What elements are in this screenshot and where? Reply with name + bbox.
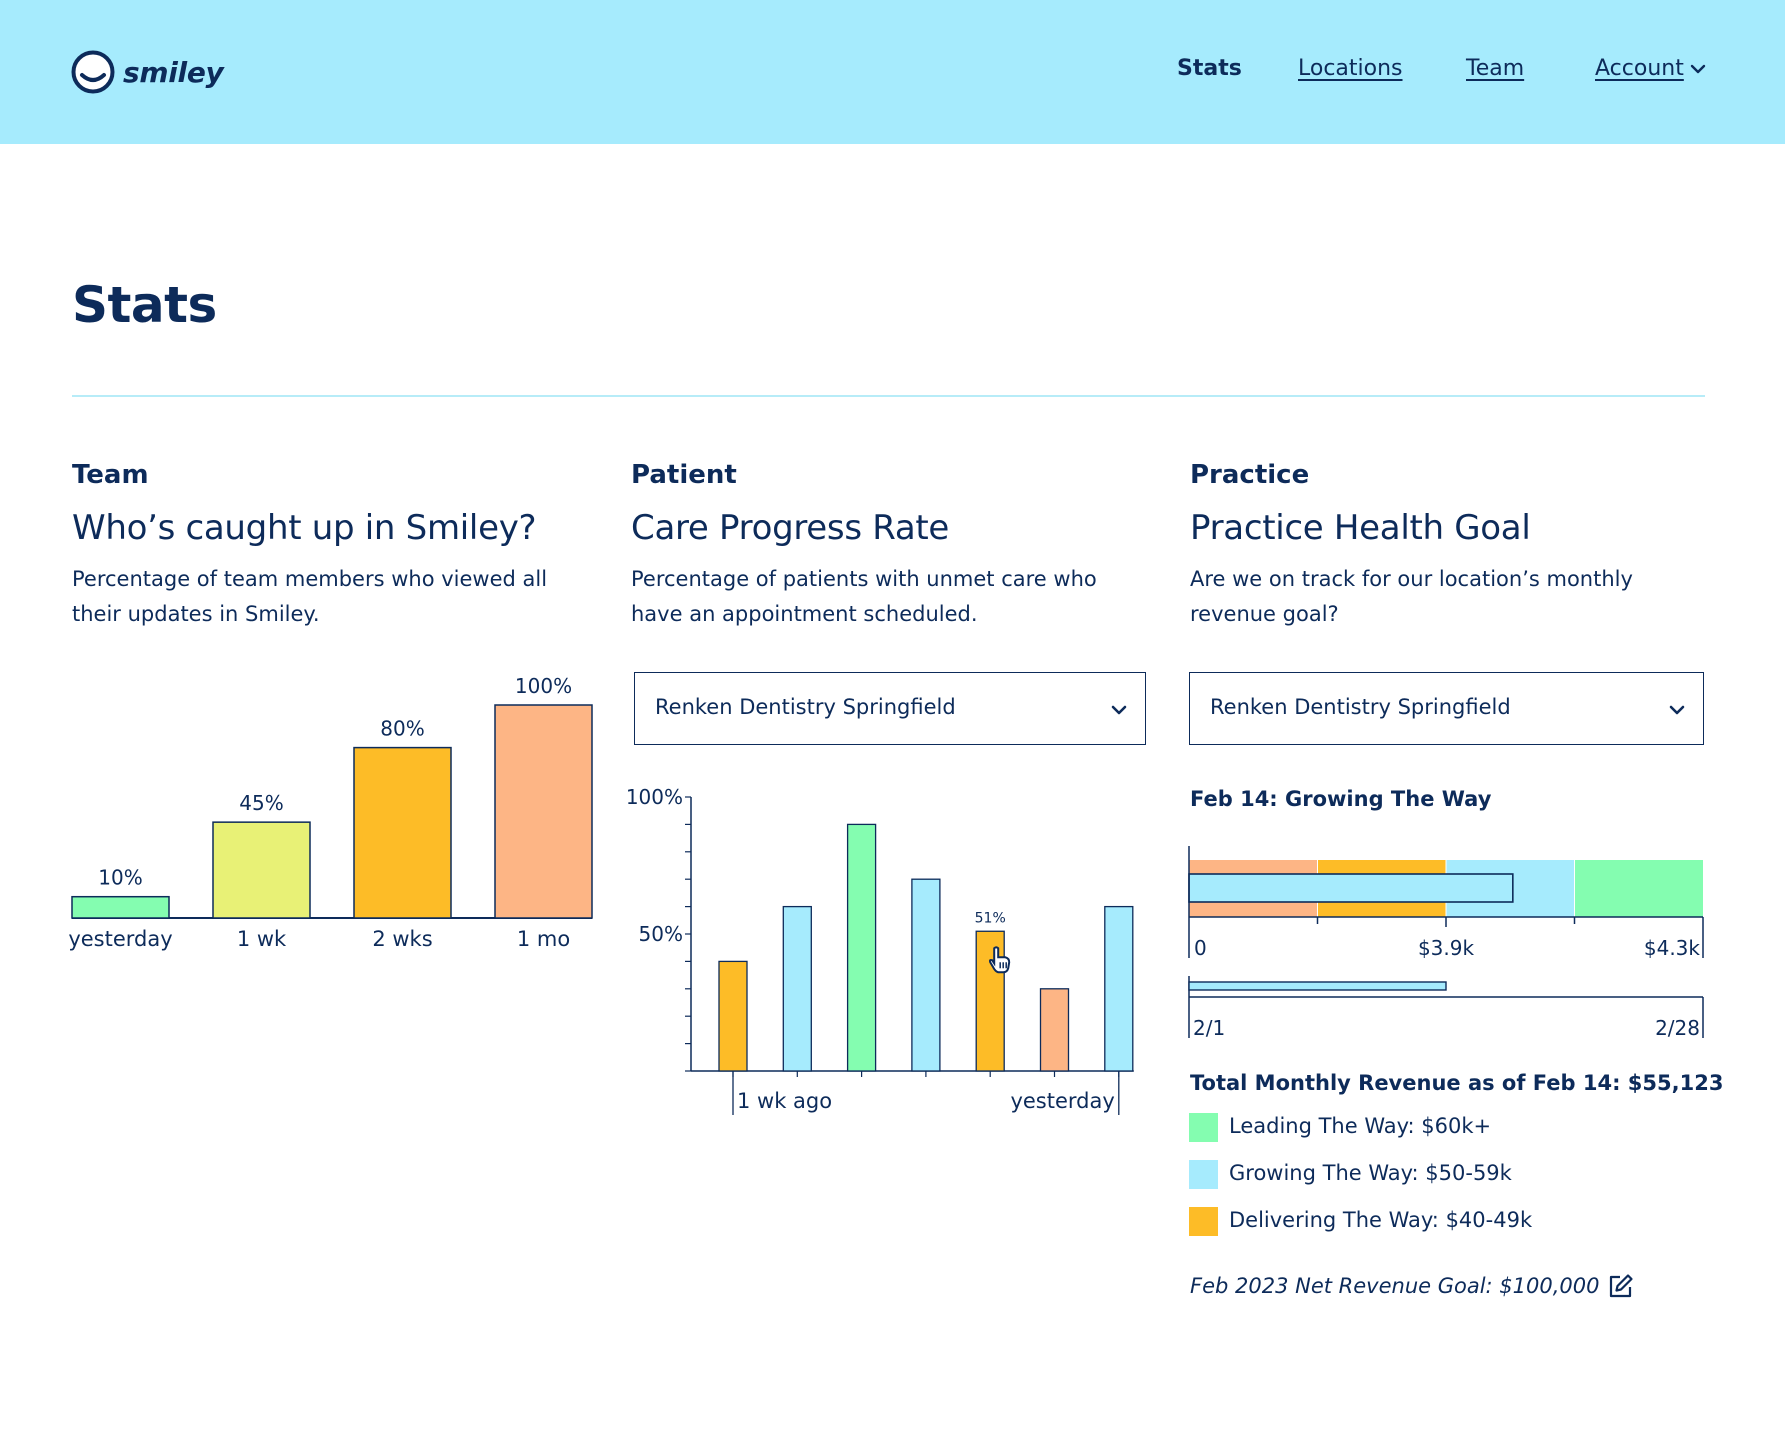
- team-x-tick-label-0: yesterday: [68, 927, 172, 951]
- chevron-down-icon: [1669, 705, 1685, 715]
- bullet-actual-bar: [1188, 873, 1514, 903]
- patient-title: Care Progress Rate: [631, 508, 949, 548]
- practice-location-select[interactable]: Renken Dentistry Springfield: [1189, 672, 1704, 745]
- revenue-goal: Feb 2023 Net Revenue Goal: $100,000: [1190, 1273, 1634, 1299]
- patient-location-select[interactable]: Renken Dentistry Springfield: [634, 672, 1146, 745]
- brand-name: smiley: [123, 55, 224, 89]
- care-x-range-label-start: 1 wk ago: [737, 1089, 832, 1113]
- legend-label-growing: Growing The Way: $50-59k: [1229, 1161, 1512, 1185]
- care-bar-4: [975, 930, 1005, 1072]
- team-x-tick-label-1: 1 wk: [237, 927, 287, 951]
- time-progress-bar: [1188, 981, 1447, 991]
- nav-item-account[interactable]: Account: [1595, 56, 1706, 81]
- legend-item-leading: Leading The Way: $60k+: [1189, 1111, 1532, 1158]
- team-bar-value-label-0: 10%: [98, 866, 142, 890]
- total-revenue-heading: Total Monthly Revenue as of Feb 14: $55,…: [1190, 1071, 1724, 1095]
- nav-item-locations[interactable]: Locations: [1298, 56, 1403, 81]
- care-bar-annotation: 51%: [975, 910, 1006, 926]
- legend-swatch-delivering: [1189, 1207, 1218, 1236]
- edit-pencil-icon[interactable]: [1608, 1273, 1634, 1299]
- team-eyebrow: Team: [72, 460, 149, 490]
- care-bar-2: [846, 823, 877, 1072]
- brand-logo[interactable]: smiley: [71, 50, 224, 94]
- team-bar-value-label-3: 100%: [515, 674, 572, 698]
- nav-item-team[interactable]: Team: [1466, 56, 1525, 81]
- main-nav: Stats Locations Team Account: [0, 56, 1785, 86]
- team-description: Percentage of team members who viewed al…: [72, 567, 548, 626]
- team-bar-0: [71, 895, 170, 919]
- care-bar-6: [1104, 905, 1134, 1072]
- practice-health-bullet-chart: 0 $3.9k $4.3k 2/1 2/28: [1188, 846, 1704, 1040]
- team-caught-up-chart: 10% yesterday 45% 1 wk 80% 2 wks 100% 1 mo: [68, 674, 593, 951]
- chevron-down-icon: [1111, 705, 1127, 715]
- care-bar-1: [782, 905, 812, 1072]
- legend-label-delivering: Delivering The Way: $40-49k: [1229, 1208, 1533, 1232]
- practice-card: Practice Practice Health Goal Are we on …: [1190, 460, 1710, 632]
- nav-item-account-label: Account: [1595, 56, 1684, 81]
- care-bar-5: [1039, 988, 1070, 1072]
- top-header: smiley Stats Locations Team Account: [0, 0, 1785, 144]
- team-bar-3: [494, 704, 593, 919]
- care-progress-chart: 50% 100% 1 wk ago yesterday 51%: [626, 785, 1134, 1115]
- care-y-tick-label-1: 100%: [626, 785, 683, 809]
- time-axis-label-start: 2/1: [1193, 1016, 1225, 1040]
- legend-label-leading: Leading The Way: $60k+: [1229, 1114, 1492, 1138]
- team-x-tick-label-2: 2 wks: [372, 927, 432, 951]
- practice-location-value: Renken Dentistry Springfield: [1210, 695, 1511, 719]
- team-bar-1: [212, 821, 311, 919]
- team-bar-value-label-2: 80%: [380, 717, 424, 741]
- legend-swatch-leading: [1189, 1113, 1218, 1142]
- legend-item-delivering: Delivering The Way: $40-49k: [1189, 1205, 1532, 1252]
- revenue-legend: Leading The Way: $60k+ Growing The Way: …: [1189, 1111, 1532, 1252]
- care-bar-3: [911, 878, 941, 1072]
- legend-swatch-growing: [1189, 1160, 1218, 1189]
- hand-cursor-icon: [988, 946, 1011, 974]
- patient-eyebrow: Patient: [631, 460, 737, 490]
- legend-item-growing: Growing The Way: $50-59k: [1189, 1158, 1532, 1205]
- time-axis-label-end: 2/28: [1655, 1016, 1700, 1040]
- patient-location-value: Renken Dentistry Springfield: [655, 695, 956, 719]
- hand-cursor-outline: [988, 946, 1011, 974]
- care-y-tick-label-0: 50%: [639, 922, 683, 946]
- section-divider: [72, 395, 1705, 397]
- patient-card: Patient Care Progress Rate Percentage of…: [631, 460, 1151, 632]
- page-title: Stats: [72, 276, 217, 334]
- care-x-range-label-end: yesterday: [1010, 1089, 1114, 1113]
- practice-description: Are we on track for our location’s month…: [1190, 567, 1633, 626]
- bullet-band-3: [1574, 860, 1703, 917]
- nav-item-stats[interactable]: Stats: [1177, 56, 1242, 81]
- practice-title: Practice Health Goal: [1190, 508, 1531, 548]
- team-title: Who’s caught up in Smiley?: [72, 508, 537, 548]
- chevron-down-icon: [1690, 64, 1706, 74]
- bullet-axis-label-mid: $3.9k: [1418, 936, 1475, 960]
- care-bar-0: [718, 960, 748, 1072]
- patient-description: Percentage of patients with unmet care w…: [631, 567, 1097, 626]
- team-card: Team Who’s caught up in Smiley? Percenta…: [72, 460, 592, 632]
- practice-status-heading: Feb 14: Growing The Way: [1190, 787, 1492, 811]
- bullet-axis-label-min: 0: [1194, 936, 1207, 960]
- practice-eyebrow: Practice: [1190, 460, 1310, 490]
- team-x-tick-label-3: 1 mo: [517, 927, 570, 951]
- team-bar-2: [353, 746, 452, 919]
- revenue-goal-text: Feb 2023 Net Revenue Goal: $100,000: [1190, 1274, 1600, 1298]
- team-bar-value-label-1: 45%: [239, 791, 283, 815]
- smiley-face-icon: [71, 50, 115, 94]
- bullet-axis-label-max: $4.3k: [1644, 936, 1701, 960]
